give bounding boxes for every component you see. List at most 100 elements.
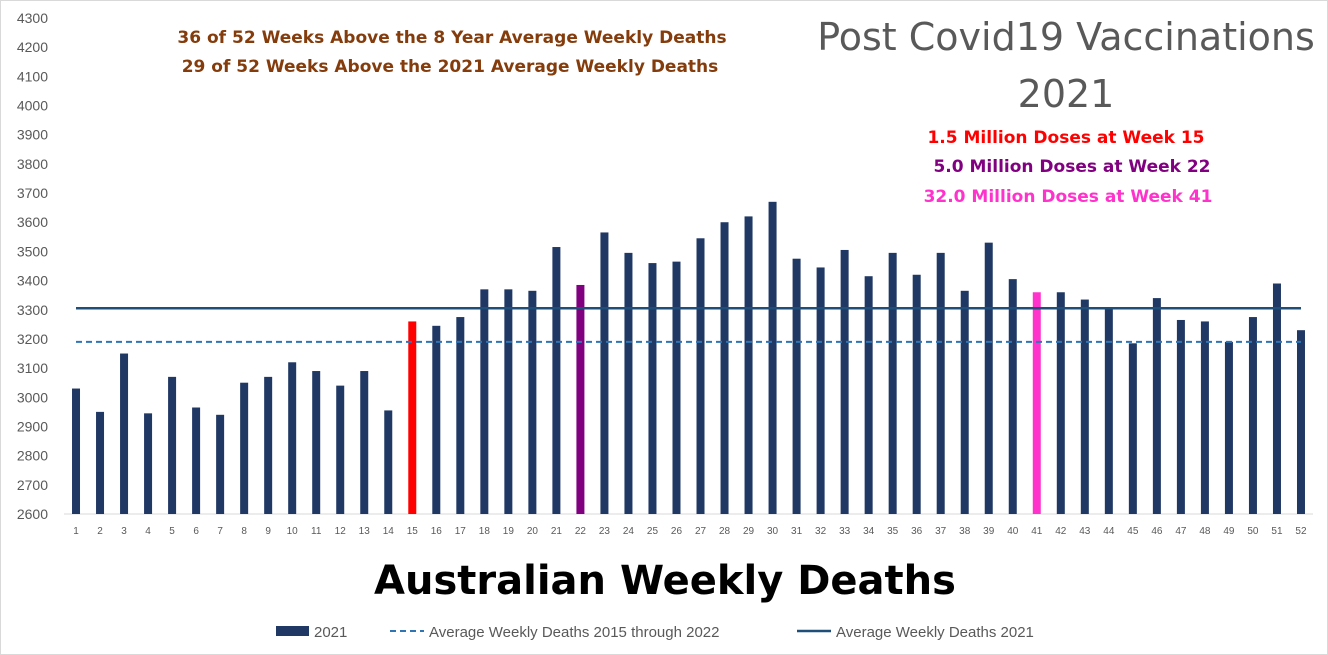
bar-week-18 <box>480 289 489 514</box>
y-tick-label: 2700 <box>17 477 48 493</box>
legend-swatch-2021 <box>276 626 309 636</box>
bar-week-14 <box>384 410 393 514</box>
bar-week-5 <box>168 376 177 514</box>
bar-week-24 <box>624 252 633 514</box>
x-tick-label: 25 <box>647 526 659 537</box>
bar-week-49 <box>1224 341 1233 514</box>
x-tick-label: 1 <box>73 526 79 537</box>
x-tick-label: 35 <box>887 526 899 537</box>
bar-week-17 <box>456 317 465 514</box>
y-tick-label: 3200 <box>17 331 48 347</box>
y-tick-label: 3000 <box>17 389 48 405</box>
bar-week-13 <box>360 371 369 514</box>
x-tick-label: 21 <box>551 526 563 537</box>
annotation-dose-week-41: 32.0 Million Doses at Week 41 <box>924 187 1213 207</box>
bar-week-29 <box>744 216 753 514</box>
bar-week-26 <box>672 261 681 514</box>
bar-week-40 <box>1008 279 1017 514</box>
x-tick-label: 46 <box>1151 526 1163 537</box>
bar-week-45 <box>1128 343 1137 514</box>
x-tick-label: 20 <box>527 526 539 537</box>
x-tick-label: 24 <box>623 526 635 537</box>
bar-week-28 <box>720 222 729 514</box>
bar-week-52 <box>1296 330 1305 514</box>
bar-week-39 <box>984 242 993 515</box>
bar-week-41 <box>1032 292 1041 514</box>
y-tick-label: 3300 <box>17 302 48 318</box>
y-tick-label: 4300 <box>17 10 48 26</box>
x-tick-label: 11 <box>311 526 322 537</box>
bar-week-37 <box>936 252 945 514</box>
x-tick-label: 52 <box>1295 526 1307 537</box>
bar-week-22 <box>576 284 585 514</box>
y-tick-label: 4000 <box>17 98 48 114</box>
y-tick-label: 2600 <box>17 506 48 522</box>
x-tick-label: 41 <box>1031 526 1043 537</box>
x-tick-label: 16 <box>431 526 443 537</box>
legend-label-2021-average: Average Weekly Deaths 2021 <box>836 624 1034 641</box>
bar-week-2 <box>96 411 105 514</box>
x-tick-label: 12 <box>335 526 347 537</box>
x-tick-label: 50 <box>1247 526 1259 537</box>
bar-week-19 <box>504 289 513 514</box>
bar-week-6 <box>192 407 201 514</box>
bar-week-50 <box>1248 317 1257 514</box>
bar-week-8 <box>240 382 249 514</box>
bar-week-31 <box>792 258 801 514</box>
bar-week-44 <box>1104 308 1113 514</box>
x-tick-label: 9 <box>265 526 271 537</box>
y-tick-label: 4100 <box>17 68 48 84</box>
reference-lines <box>76 307 1301 343</box>
bar-week-7 <box>216 414 225 514</box>
bar-series <box>72 201 1305 515</box>
y-tick-label: 3500 <box>17 243 48 259</box>
y-tick-label: 2900 <box>17 418 48 434</box>
bar-week-46 <box>1152 298 1161 514</box>
bar-week-15 <box>408 321 417 514</box>
x-tick-label: 29 <box>743 526 755 537</box>
chart-title-line-1: Post Covid19 Vaccinations <box>817 15 1315 59</box>
bar-week-51 <box>1272 283 1281 514</box>
bar-week-33 <box>840 249 849 514</box>
x-tick-label: 28 <box>719 526 731 537</box>
bar-week-11 <box>312 371 321 514</box>
bar-week-42 <box>1056 292 1065 514</box>
bar-week-16 <box>432 325 441 514</box>
x-axis: 1 2 3 4 5 6 7 8 9 10 11 12 13 14 15 16 17 18 19 20 21 22 23 24 2… <box>64 513 1313 537</box>
x-tick-label: 10 <box>287 526 299 537</box>
y-tick-label: 2800 <box>17 448 48 464</box>
bar-week-43 <box>1080 299 1089 514</box>
bar-week-10 <box>288 362 297 514</box>
y-tick-label: 3900 <box>17 127 48 143</box>
x-tick-label: 39 <box>983 526 995 537</box>
x-tick-label: 14 <box>383 526 395 537</box>
annotation-dose-week-22: 5.0 Million Doses at Week 22 <box>933 157 1210 177</box>
y-tick-label: 3800 <box>17 156 48 172</box>
x-tick-label: 40 <box>1007 526 1019 537</box>
x-tick-label: 3 <box>121 526 127 537</box>
y-tick-label: 4200 <box>17 39 48 55</box>
legend-label-2021: 2021 <box>314 624 347 641</box>
x-tick-label: 5 <box>169 526 175 537</box>
x-tick-label: 27 <box>695 526 707 537</box>
x-tick-label: 33 <box>839 526 851 537</box>
bar-week-48 <box>1200 321 1209 514</box>
bar-week-1 <box>72 388 81 514</box>
x-tick-label: 45 <box>1127 526 1139 537</box>
y-axis: 2600 2700 2800 2900 3000 3100 3200 3300 3400 3500… <box>17 10 48 522</box>
x-tick-label: 26 <box>671 526 683 537</box>
x-axis-title: Australian Weekly Deaths <box>374 558 956 604</box>
x-tick-label: 48 <box>1199 526 1211 537</box>
bar-week-27 <box>696 238 705 514</box>
bar-week-21 <box>552 247 561 515</box>
x-tick-label: 19 <box>503 526 515 537</box>
annotation-weeks-above-2021: 29 of 52 Weeks Above the 2021 Average We… <box>182 57 719 77</box>
bar-week-4 <box>144 413 153 514</box>
x-tick-label: 23 <box>599 526 611 537</box>
x-tick-label: 31 <box>791 526 803 537</box>
x-tick-label: 51 <box>1271 526 1283 537</box>
x-tick-label: 43 <box>1079 526 1091 537</box>
legend: 2021 Average Weekly Deaths 2015 through … <box>276 624 1034 641</box>
